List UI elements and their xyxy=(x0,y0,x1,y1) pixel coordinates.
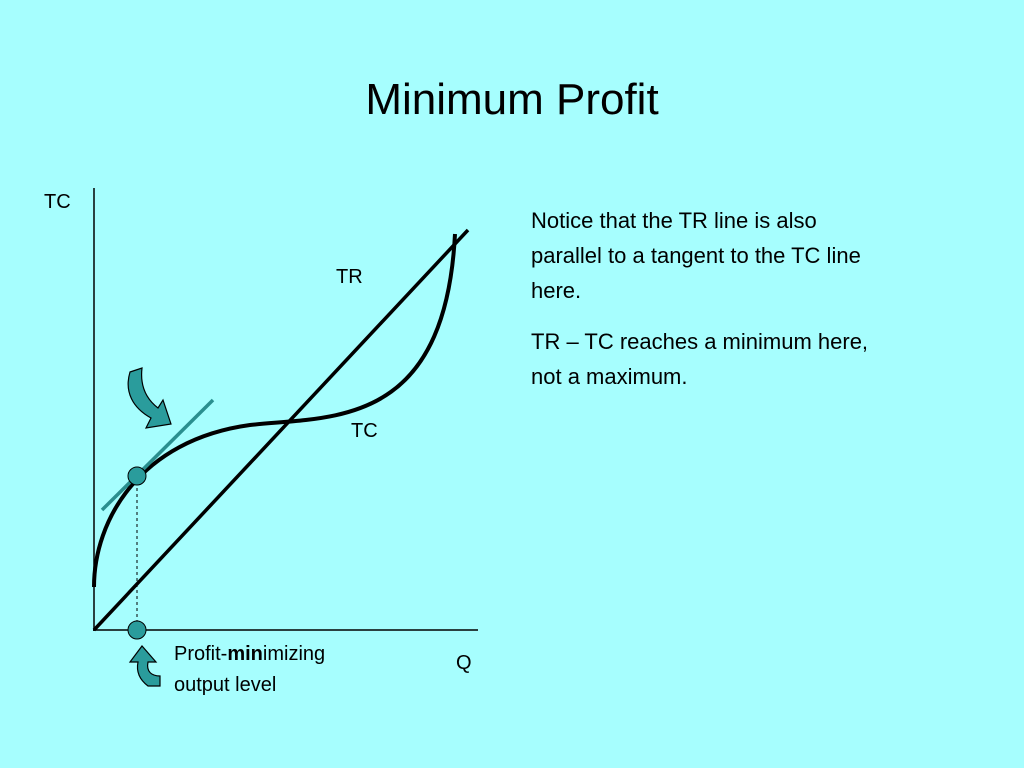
note-line: not a maximum. xyxy=(531,364,688,389)
tc-label: TC xyxy=(351,420,378,442)
tr-line xyxy=(92,228,470,632)
tangent-point xyxy=(127,466,147,486)
annotation-text: Profit- xyxy=(174,643,227,665)
output-point xyxy=(127,620,147,640)
slide-title: Minimum Profit xyxy=(365,75,658,124)
annotation-line: output level xyxy=(174,674,276,696)
note-line: parallel to a tangent to the TC line xyxy=(531,243,861,268)
tangent-line xyxy=(100,398,215,512)
notes: Notice that the TR line is also parallel … xyxy=(531,208,868,389)
curved-arrow xyxy=(127,367,172,429)
tr-label: TR xyxy=(336,266,363,288)
note-line: TR – TC reaches a minimum here, xyxy=(531,329,868,354)
note-line: here. xyxy=(531,278,581,303)
annotation-bold: min xyxy=(227,643,263,665)
annotation-line: Profit-minimizing xyxy=(174,643,325,665)
curved-arrow xyxy=(128,645,161,687)
x-axis-label: Q xyxy=(456,652,472,674)
y-axis-label: TC xyxy=(44,191,71,213)
note-line: Notice that the TR line is also xyxy=(531,208,817,233)
tc-curve xyxy=(92,233,457,588)
annotation-text: imizing xyxy=(263,643,325,665)
